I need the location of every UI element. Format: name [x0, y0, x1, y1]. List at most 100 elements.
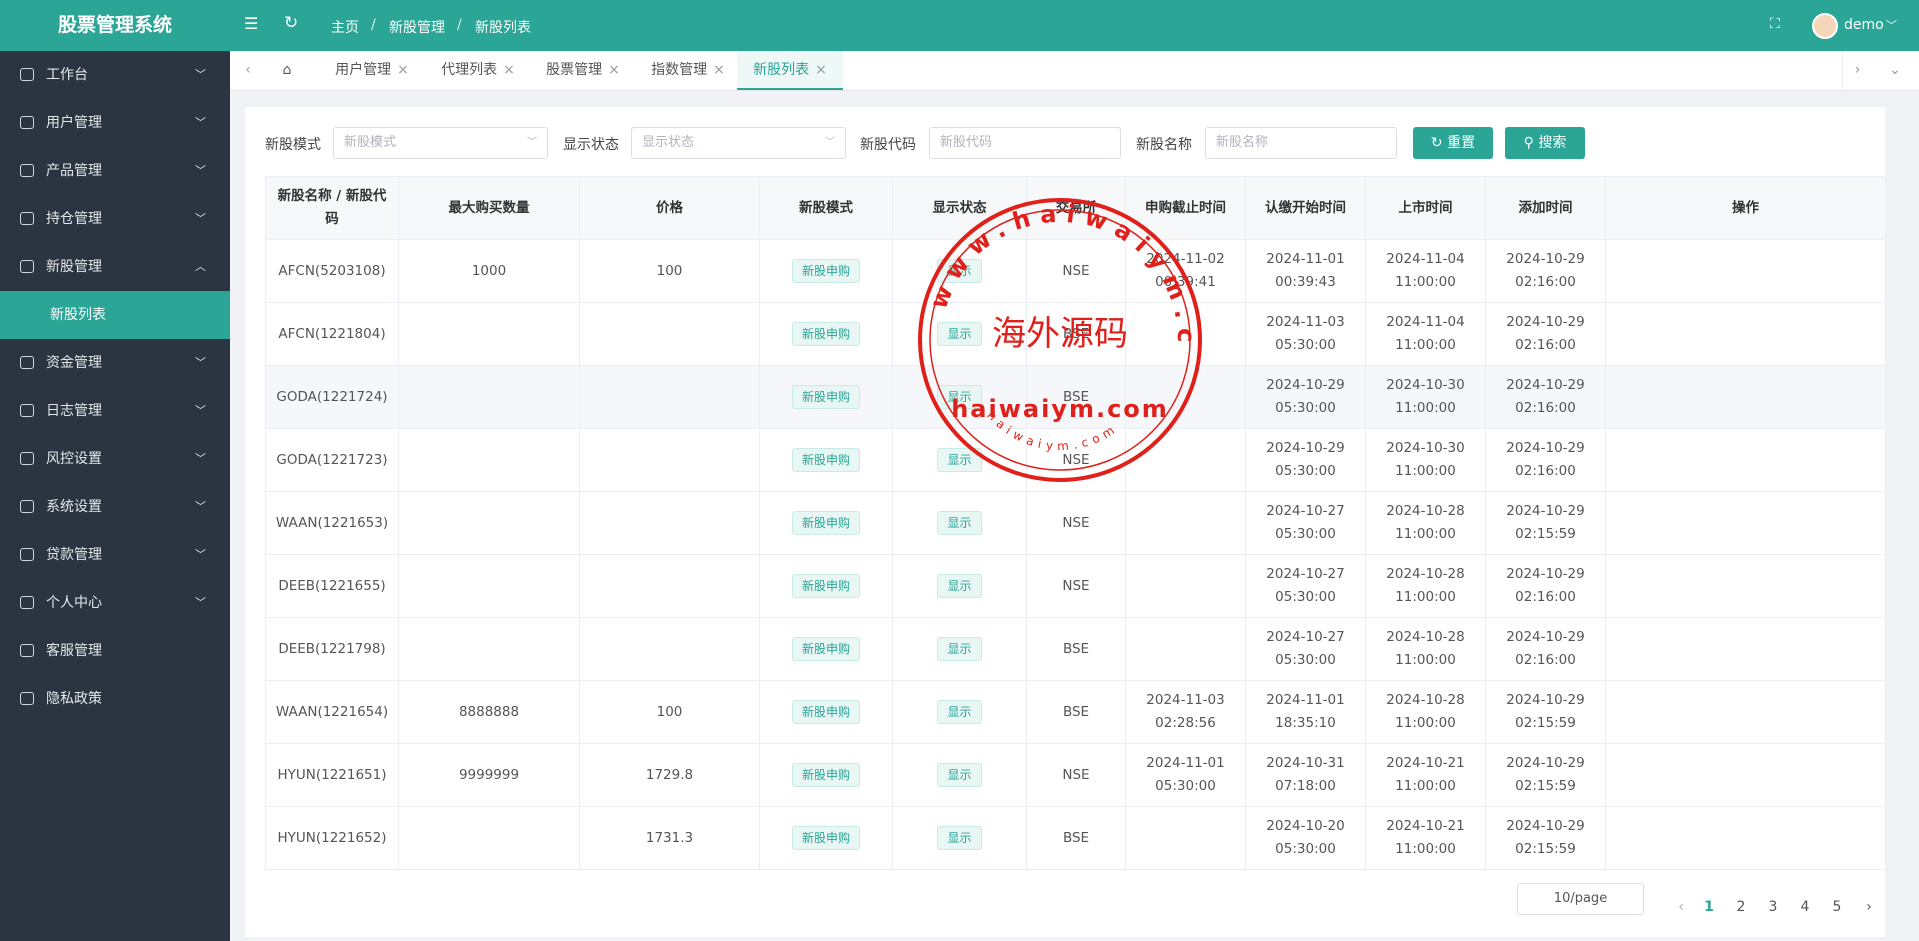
- tab-menu[interactable]: ⌄: [1889, 62, 1901, 78]
- filter-input[interactable]: 显示状态 ﹀: [631, 127, 846, 159]
- refresh[interactable]: ↻: [284, 13, 299, 33]
- table-cell: GODA(1221723): [265, 428, 399, 492]
- menu-item[interactable]: 资金管理 ﹀: [0, 339, 230, 387]
- menu-icon: [20, 452, 34, 465]
- page-next[interactable]: ›: [1866, 899, 1872, 915]
- table-cell: 2024-10-29 05:30:00: [1245, 428, 1366, 492]
- table-cell: [398, 428, 580, 492]
- menu-item[interactable]: 个人中心 ﹀: [0, 579, 230, 627]
- table-cell: 2024-10-28 11:00:00: [1365, 617, 1486, 681]
- table-cell: 显示: [892, 680, 1027, 744]
- page-prev[interactable]: ‹: [1678, 899, 1684, 915]
- filter-input[interactable]: 新股名称: [1205, 127, 1397, 159]
- menu-item[interactable]: 用户管理 ﹀: [0, 99, 230, 147]
- menu-item[interactable]: 新股列表: [0, 291, 230, 339]
- table-cell: [579, 302, 760, 366]
- table-cell: [398, 491, 580, 555]
- table-cell: 2024-10-27 05:30:00: [1245, 554, 1366, 618]
- tab[interactable]: 代理列表 ×: [428, 51, 528, 90]
- tag: 显示: [937, 322, 982, 346]
- menu-item[interactable]: 新股管理 ︿: [0, 243, 230, 291]
- tab-home[interactable]: ⌂: [282, 62, 292, 78]
- reset-button[interactable]: ↻ 重置: [1413, 127, 1493, 159]
- breadcrumb[interactable]: 新股列表: [475, 20, 531, 36]
- table-cell: [398, 365, 580, 429]
- table-cell: BSE: [1026, 365, 1126, 429]
- tab[interactable]: 用户管理 ×: [322, 51, 422, 90]
- menu-item[interactable]: 工作台 ﹀: [0, 51, 230, 99]
- table-cell: 显示: [892, 302, 1027, 366]
- table-cell: [1605, 743, 1886, 807]
- tab-prev[interactable]: ‹: [245, 62, 251, 78]
- data-table: 新股名称 / 新股代码 最大购买数量 价格 新股模式 显示状态 交易所 申购截止时间 认缴开始…: [265, 176, 1886, 870]
- page-size[interactable]: 10/page: [1517, 883, 1644, 915]
- menu-icon: [20, 356, 34, 369]
- table-cell: BSE: [1026, 806, 1126, 870]
- user-arrow: ﹀: [1886, 19, 1897, 32]
- menu-item[interactable]: 日志管理 ﹀: [0, 387, 230, 435]
- tab[interactable]: 新股列表 ×: [737, 51, 843, 90]
- table-cell: 2024-10-29 02:16:00: [1485, 617, 1606, 681]
- page-number[interactable]: 1: [1704, 899, 1714, 915]
- tab[interactable]: 指数管理 ×: [638, 51, 738, 90]
- page-number[interactable]: 4: [1800, 899, 1810, 915]
- page-number[interactable]: 5: [1832, 899, 1842, 915]
- menu-item[interactable]: 持仓管理 ﹀: [0, 195, 230, 243]
- table-cell: 2024-10-29 02:16:00: [1485, 428, 1606, 492]
- table-cell: 2024-10-30 11:00:00: [1365, 428, 1486, 492]
- tab-label: 新股列表: [753, 62, 810, 78]
- tag: 显示: [937, 511, 982, 535]
- table-cell: [579, 428, 760, 492]
- user-name[interactable]: demo: [1844, 17, 1884, 33]
- page-number[interactable]: 2: [1736, 899, 1746, 915]
- menu-arrow: ﹀: [195, 452, 206, 465]
- menu-icon: [20, 596, 34, 609]
- table-cell: 显示: [892, 491, 1027, 555]
- tab[interactable]: 股票管理 ×: [533, 51, 633, 90]
- tag: 新股申购: [791, 448, 860, 472]
- breadcrumb[interactable]: 新股管理: [389, 20, 445, 36]
- menu-label: 用户管理: [46, 115, 102, 131]
- table-cell: 显示: [892, 554, 1027, 618]
- table-row: WAAN(1221654) 8888888 100 新股申购 显示 BSE 2024-11-…: [265, 680, 1886, 744]
- tag: 新股申购: [791, 637, 860, 661]
- column-header: 认缴开始时间: [1245, 176, 1366, 240]
- tab-next[interactable]: ›: [1842, 51, 1872, 90]
- search-button[interactable]: ⚲ 搜索: [1505, 127, 1585, 159]
- menu-item[interactable]: 产品管理 ﹀: [0, 147, 230, 195]
- table-cell: 2024-10-29 02:16:00: [1485, 239, 1606, 303]
- table-cell: DEEB(1221655): [265, 554, 399, 618]
- menu-item[interactable]: 隐私政策: [0, 675, 230, 723]
- menu-label: 贷款管理: [46, 547, 102, 563]
- watermark: www.haiwaiym.com 海外源码 haiwaiym.com haiwa…: [915, 195, 1202, 482]
- table-row: WAAN(1221653) 新股申购 显示 NSE 2024-10-27 05:30:0…: [265, 491, 1886, 555]
- menu-arrow: ﹀: [195, 68, 206, 81]
- table-cell: 2024-10-21 11:00:00: [1365, 806, 1486, 870]
- menu-item[interactable]: 风控设置 ﹀: [0, 435, 230, 483]
- table-cell: 新股申购: [759, 617, 893, 681]
- menu-label: 资金管理: [46, 355, 102, 371]
- breadcrumb[interactable]: 主页: [331, 20, 359, 36]
- header-row: 新股名称 / 新股代码 最大购买数量 价格 新股模式 显示状态 交易所 申购截止时间 认缴开始…: [265, 176, 1886, 240]
- menu-item[interactable]: 客服管理: [0, 627, 230, 675]
- fullscreen[interactable]: ⛶: [1770, 16, 1780, 32]
- filter-input[interactable]: 新股代码: [929, 127, 1121, 159]
- filter-input[interactable]: 新股模式 ﹀: [333, 127, 548, 159]
- table-cell: AFCN(1221804): [265, 302, 399, 366]
- avatar[interactable]: [1812, 13, 1838, 39]
- column-header: 最大购买数量: [398, 176, 580, 240]
- table-cell: [1125, 806, 1246, 870]
- page-number[interactable]: 3: [1768, 899, 1778, 915]
- table-cell: 新股申购: [759, 743, 893, 807]
- stamp-ring: [929, 209, 1191, 471]
- menu-item[interactable]: 系统设置 ﹀: [0, 483, 230, 531]
- table-cell: [1605, 239, 1886, 303]
- menu-arrow: ﹀: [195, 500, 206, 513]
- table-cell: 2024-10-29 02:16:00: [1485, 365, 1606, 429]
- breadcrumb-sep: /: [371, 17, 376, 33]
- menu-icon: [20, 500, 34, 513]
- menu-label: 新股管理: [46, 259, 102, 275]
- menu-item[interactable]: 贷款管理 ﹀: [0, 531, 230, 579]
- table-cell: [1125, 554, 1246, 618]
- menu-toggle[interactable]: ☰: [244, 14, 259, 33]
